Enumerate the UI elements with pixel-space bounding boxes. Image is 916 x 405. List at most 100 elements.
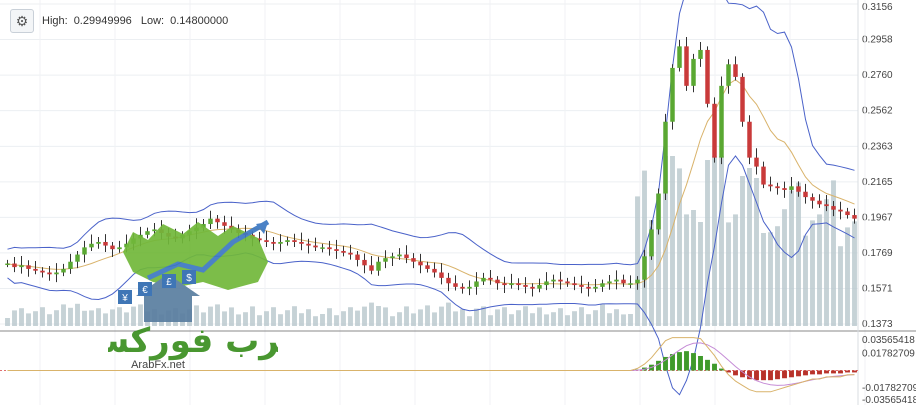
volume-bar [82, 310, 87, 326]
macd-histogram-bar [824, 370, 829, 374]
volume-bar [250, 306, 255, 326]
candle-body [642, 256, 647, 280]
candle-body [12, 263, 17, 268]
volume-bar [649, 220, 654, 326]
volume-bar [292, 306, 297, 326]
volume-bar [432, 312, 437, 326]
volume-bar [222, 311, 227, 326]
candle-body [369, 265, 374, 271]
volume-bar [635, 196, 640, 326]
candle-body [222, 222, 227, 226]
candle-body [446, 277, 451, 284]
price-tick-label: 0.2562 [862, 106, 893, 117]
candle-body [502, 283, 507, 286]
candle-body [705, 49, 710, 104]
candle-body [26, 265, 31, 269]
yen-symbol: ¥ [121, 293, 128, 304]
volume-bar [33, 311, 38, 326]
candle-body [152, 229, 157, 232]
volume-bar [54, 310, 59, 326]
volume-bar [75, 303, 80, 326]
high-label: High: [42, 15, 68, 27]
macd-histogram-bar [726, 370, 731, 373]
volume-bar [47, 314, 52, 326]
candle-body [789, 186, 794, 190]
volume-bar [565, 315, 570, 326]
volume-bar [824, 199, 829, 326]
indicator-tick-label: 0.01782709 [862, 348, 915, 359]
candle-body [89, 243, 94, 248]
volume-bar [89, 310, 94, 326]
volume-bar [495, 309, 500, 326]
volume-bar [313, 316, 318, 326]
candle-body [600, 283, 605, 287]
candle-body [215, 218, 220, 223]
indicator-tick-label: -0.03565418 [862, 395, 916, 405]
volume-bar [397, 312, 402, 326]
macd-histogram-bar [803, 370, 808, 376]
candle-body [579, 285, 584, 287]
volume-bar [194, 305, 199, 326]
price-tick-label: 0.2760 [862, 70, 893, 81]
candle-body [117, 247, 122, 250]
candle-body [327, 247, 332, 250]
candle-body [257, 238, 262, 241]
volume-bar [264, 311, 269, 326]
candle-body [40, 270, 45, 273]
candle-body [551, 279, 556, 282]
candle-body [733, 64, 738, 77]
volume-bar [390, 316, 395, 326]
volume-bar [831, 180, 836, 326]
volume-bar [110, 309, 115, 326]
volume-bar [810, 220, 815, 326]
volume-bar [61, 304, 66, 326]
volume-bar [271, 307, 276, 326]
volume-bar [761, 233, 766, 326]
volume-bar [579, 307, 584, 326]
candle-body [320, 247, 325, 249]
gear-icon[interactable]: ⚙ [10, 9, 34, 33]
candle-body [467, 286, 472, 289]
volume-bar [481, 306, 486, 326]
volume-bar [425, 305, 430, 326]
volume-bar [446, 302, 451, 326]
volume-bar [572, 311, 577, 326]
volume-bar [453, 311, 458, 326]
volume-bar [131, 306, 136, 326]
candle-body [481, 277, 486, 282]
volume-bar [460, 309, 465, 326]
volume-bar [474, 308, 479, 326]
candle-body [404, 254, 409, 259]
volume-bar [663, 156, 668, 326]
candle-body [145, 231, 150, 235]
volume-bar [236, 314, 241, 326]
volume-bar [775, 226, 780, 326]
volume-bar [348, 307, 353, 326]
volume-bar [418, 309, 423, 326]
macd-histogram-bar [670, 354, 675, 371]
volume-bar [68, 307, 73, 326]
volume-bar [621, 314, 626, 326]
volume-bar [698, 222, 703, 326]
candle-body [719, 85, 724, 158]
candle-body [810, 197, 815, 201]
candle-body [264, 240, 269, 242]
candle-body [824, 204, 829, 207]
candle-body [103, 241, 108, 246]
volume-bar [845, 227, 850, 326]
candle-body [411, 258, 416, 262]
candle-body [628, 283, 633, 285]
volume-bar [754, 178, 759, 326]
volume-bar [285, 310, 290, 326]
candle-body [544, 281, 549, 286]
candle-body [19, 265, 24, 268]
candle-body [376, 261, 381, 271]
price-tick-label: 0.1373 [862, 319, 893, 330]
volume-bar [733, 214, 738, 326]
candle-body [334, 249, 339, 251]
candle-body [5, 263, 10, 266]
macd-histogram-bar [733, 370, 738, 376]
volume-bar [817, 214, 822, 326]
macd-histogram-bar [761, 370, 766, 381]
